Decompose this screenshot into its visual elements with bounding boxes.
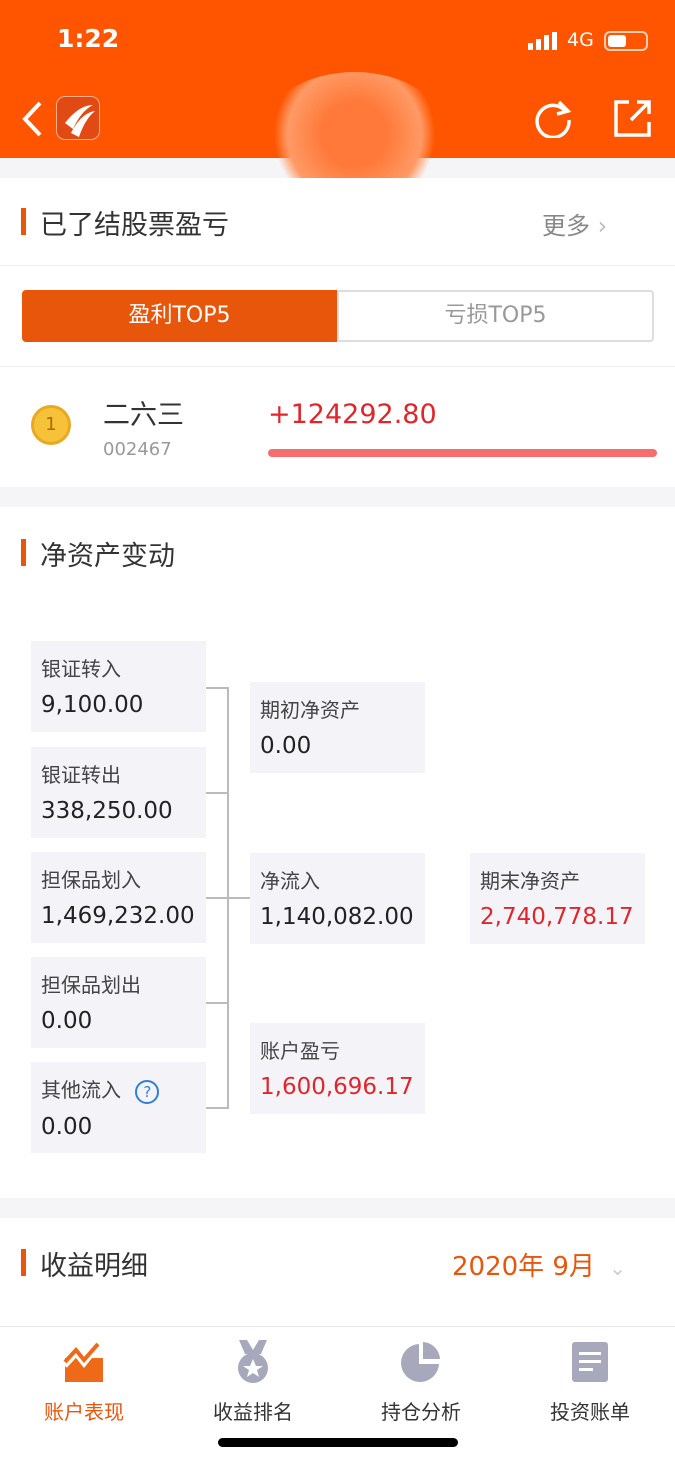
label: 担保品划出 bbox=[41, 973, 141, 997]
list-item[interactable]: 1 二六三 002467 +124292.80 bbox=[0, 367, 675, 487]
label: 银证转入 bbox=[41, 657, 121, 681]
value: 9,100.00 bbox=[41, 692, 144, 718]
app-logo bbox=[56, 96, 100, 140]
section-title: 净资产变动 bbox=[40, 541, 175, 572]
value: 1,469,232.00 bbox=[41, 903, 195, 929]
stock-name: 二六三 bbox=[103, 400, 184, 431]
tab-label: 账户表现 bbox=[44, 1400, 124, 1424]
more-label: 更多 bbox=[542, 212, 590, 240]
income-detail-section: 收益明细 2020年 9月 ⌄ bbox=[0, 1218, 675, 1328]
period-label: 2020年 9月 bbox=[452, 1252, 595, 1282]
title-redaction-scribble bbox=[262, 72, 447, 197]
label: 其他流入 bbox=[41, 1078, 121, 1102]
label: 账户盈亏 bbox=[260, 1039, 340, 1063]
tab-income-ranking[interactable]: 收益排名 bbox=[169, 1326, 337, 1425]
tab-holdings-analysis[interactable]: 持仓分析 bbox=[337, 1326, 505, 1425]
collateral-in-card: 担保品划入 1,469,232.00 bbox=[31, 852, 206, 943]
account-pnl-card: 账户盈亏 1,600,696.17 bbox=[250, 1023, 425, 1114]
tab-investment-statement[interactable]: 投资账单 bbox=[506, 1326, 674, 1425]
tab-label: 收益排名 bbox=[213, 1400, 293, 1424]
signal-icon bbox=[528, 32, 560, 50]
collateral-out-card: 担保品划出 0.00 bbox=[31, 957, 206, 1048]
label: 期末净资产 bbox=[480, 869, 580, 893]
stock-pnl: +124292.80 bbox=[268, 399, 437, 430]
medal-icon bbox=[238, 1340, 268, 1383]
tab-account-performance[interactable]: 账户表现 bbox=[0, 1326, 168, 1425]
pnl-bar bbox=[268, 449, 657, 457]
value: 0.00 bbox=[41, 1008, 93, 1034]
label: 银证转出 bbox=[41, 763, 121, 787]
more-link[interactable]: 更多 › bbox=[542, 206, 607, 241]
tab-label: 投资账单 bbox=[550, 1400, 630, 1424]
stock-code: 002467 bbox=[103, 439, 172, 460]
section-marker bbox=[21, 208, 26, 235]
header: 1:22 4G bbox=[0, 0, 675, 197]
chevron-right-icon: › bbox=[597, 212, 608, 240]
home-indicator bbox=[218, 1438, 458, 1447]
period-selector[interactable]: 2020年 9月 ⌄ bbox=[452, 1246, 626, 1283]
label: 期初净资产 bbox=[260, 698, 360, 722]
section-marker bbox=[21, 1249, 26, 1276]
tab-label: 持仓分析 bbox=[381, 1400, 461, 1424]
section-marker bbox=[21, 539, 26, 566]
value: 1,140,082.00 bbox=[260, 904, 414, 930]
bank-transfer-out-card: 银证转出 338,250.00 bbox=[31, 747, 206, 838]
section-title: 收益明细 bbox=[40, 1251, 148, 1282]
closing-net-asset-card: 期末净资产 2,740,778.17 bbox=[470, 853, 645, 944]
back-button[interactable] bbox=[20, 100, 44, 142]
trend-chart-icon bbox=[63, 1342, 103, 1382]
document-icon bbox=[572, 1342, 608, 1382]
gold-medal-icon: 1 bbox=[31, 405, 71, 445]
chevron-down-icon: ⌄ bbox=[609, 1256, 627, 1280]
value: 0.00 bbox=[41, 1114, 93, 1140]
other-inflow-card: 其他流入 ? 0.00 bbox=[31, 1062, 206, 1153]
tab-profit-top5[interactable]: 盈利TOP5 bbox=[22, 290, 337, 342]
value: 1,600,696.17 bbox=[260, 1074, 414, 1100]
value: 2,740,778.17 bbox=[480, 904, 634, 930]
net-asset-section: 净资产变动 银证转入 9,100.00 银证转出 338,250.00 担保品划入 1… bbox=[0, 507, 675, 1198]
value: 0.00 bbox=[260, 733, 312, 759]
share-button[interactable] bbox=[613, 98, 653, 142]
section-title: 已了结股票盈亏 bbox=[40, 210, 229, 241]
help-icon[interactable]: ? bbox=[135, 1080, 160, 1104]
refresh-button[interactable] bbox=[533, 98, 573, 142]
net-inflow-card: 净流入 1,140,082.00 bbox=[250, 853, 425, 944]
tab-loss-top5[interactable]: 亏损TOP5 bbox=[337, 290, 654, 342]
value: 338,250.00 bbox=[41, 798, 173, 824]
label: 净流入 bbox=[260, 869, 320, 893]
network-label: 4G bbox=[567, 29, 594, 51]
pie-chart-icon bbox=[401, 1342, 440, 1382]
opening-net-asset-card: 期初净资产 0.00 bbox=[250, 682, 425, 773]
closed-positions-section: 已了结股票盈亏 更多 › 盈利TOP5 亏损TOP5 1 二六三 002467 … bbox=[0, 178, 675, 487]
bank-transfer-in-card: 银证转入 9,100.00 bbox=[31, 641, 206, 732]
battery-icon bbox=[604, 31, 648, 51]
status-time: 1:22 bbox=[57, 24, 120, 53]
label: 担保品划入 bbox=[41, 868, 141, 892]
